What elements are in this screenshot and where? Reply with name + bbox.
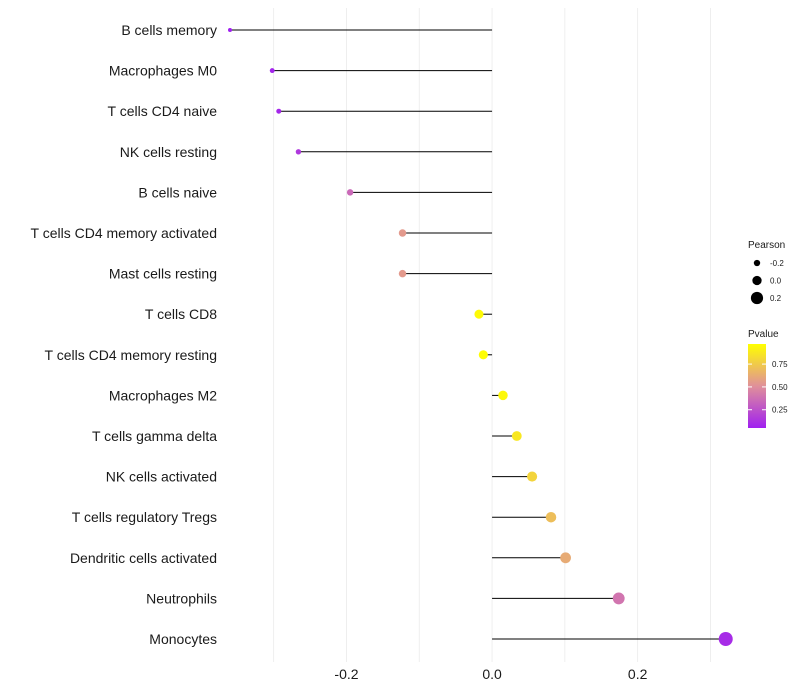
size-legend-label: -0.2 xyxy=(770,259,784,268)
color-legend-label: 0.75 xyxy=(772,360,788,369)
color-legend-label: 0.25 xyxy=(772,406,788,415)
category-label: T cells CD4 naive xyxy=(108,103,218,119)
category-label: Neutrophils xyxy=(146,590,217,606)
color-legend-title: Pvalue xyxy=(748,329,779,340)
x-tick-label: 0.2 xyxy=(628,666,648,682)
size-legend-title: Pearson xyxy=(748,240,785,251)
grid-layer xyxy=(273,8,711,662)
point-t-cells-cd8 xyxy=(474,309,484,319)
point-neutrophils xyxy=(612,592,625,605)
category-label: Dendritic cells activated xyxy=(70,550,217,566)
point-b-cells-naive xyxy=(346,189,354,196)
point-macrophages-m0 xyxy=(269,68,275,74)
category-label: T cells CD4 memory resting xyxy=(45,347,217,363)
category-label: Macrophages M0 xyxy=(109,63,217,79)
point-layer xyxy=(228,28,733,647)
category-label: B cells naive xyxy=(138,184,217,200)
category-label: T cells CD8 xyxy=(145,306,217,322)
point-macrophages-m2 xyxy=(498,390,508,401)
category-label: NK cells resting xyxy=(120,144,217,160)
point-t-cells-gamma-delta xyxy=(511,431,522,441)
category-label: T cells CD4 memory activated xyxy=(31,225,217,241)
color-legend-bar xyxy=(748,344,766,428)
category-label: Macrophages M2 xyxy=(109,387,217,403)
point-dendritic-cells-activated xyxy=(560,552,571,564)
category-label: NK cells activated xyxy=(106,469,217,485)
color-legend-label: 0.50 xyxy=(772,383,788,392)
point-mast-cells-resting xyxy=(398,269,407,278)
size-legend-key xyxy=(753,259,761,267)
category-label: Mast cells resting xyxy=(109,266,217,282)
point-t-cells-regulatory-tregs xyxy=(545,511,557,523)
point-nk-cells-activated xyxy=(527,471,538,482)
size-legend-label: 0.2 xyxy=(770,294,782,303)
category-label: T cells gamma delta xyxy=(92,428,217,444)
point-t-cells-cd4-naive xyxy=(276,108,282,114)
x-axis-ticks: -0.2 0.0 0.2 xyxy=(334,666,647,682)
category-label: B cells memory xyxy=(121,22,217,38)
size-legend-key xyxy=(750,291,764,305)
point-t-cells-cd4-memory-resting xyxy=(478,350,488,360)
stem-layer xyxy=(230,29,726,640)
x-tick-label: 0.0 xyxy=(482,666,502,682)
category-label: T cells regulatory Tregs xyxy=(72,509,217,525)
category-labels: B cells memory Macrophages M0 T cells CD4 … xyxy=(31,22,218,647)
size-legend-key xyxy=(752,275,762,286)
category-label: Monocytes xyxy=(149,631,217,647)
point-nk-cells-resting xyxy=(295,149,302,155)
size-legend-label: 0.0 xyxy=(770,277,782,286)
legend: Pearson -0.2 0.0 0.2 Pvalue 0.75 0.50 0.25 xyxy=(748,240,788,428)
x-tick-label: -0.2 xyxy=(334,666,358,682)
point-b-cells-memory xyxy=(228,28,232,32)
point-t-cells-cd4-memory-activated xyxy=(398,229,407,237)
point-monocytes xyxy=(718,631,733,647)
